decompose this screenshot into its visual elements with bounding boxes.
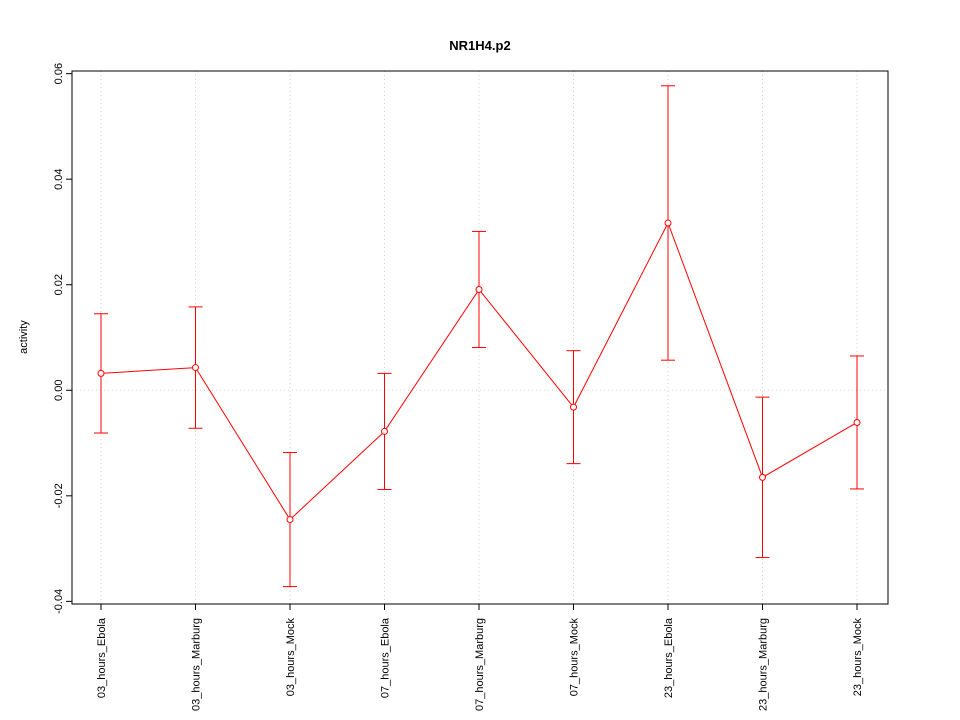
plot-frame bbox=[71, 70, 889, 605]
series-layer bbox=[94, 85, 864, 588]
data-point bbox=[286, 516, 294, 524]
x-tick-label: 07_hours_Marburg bbox=[474, 618, 486, 711]
chart-title: NR1H4.p2 bbox=[449, 38, 510, 53]
data-point bbox=[97, 369, 105, 377]
axes-layer: -0.04 -0.02 0.00 0.02 0.04 0.06 03_hours_Ebola… bbox=[53, 63, 889, 711]
x-tick-label: 07_hours_Ebola bbox=[380, 617, 392, 698]
data-point bbox=[381, 427, 388, 435]
y-axis-label: activity bbox=[18, 320, 30, 354]
y-tick-label: -0.04 bbox=[53, 589, 65, 614]
y-tick-label: 0.04 bbox=[53, 168, 65, 189]
x-tick-label: 23_hours_Mock bbox=[852, 618, 864, 697]
x-tick-label: 23_hours_Ebola bbox=[663, 617, 675, 698]
data-point bbox=[192, 364, 199, 372]
data-point bbox=[759, 473, 766, 481]
y-tick-label: 0.06 bbox=[53, 63, 65, 84]
x-tick-label: 23_hours_Marburg bbox=[758, 618, 770, 711]
x-tick-label: 03_hours_Ebola bbox=[96, 617, 108, 698]
x-tick-label: 07_hours_Mock bbox=[569, 618, 581, 697]
data-point bbox=[570, 403, 577, 411]
y-tick-label: -0.02 bbox=[53, 483, 65, 508]
y-tick-label: 0.02 bbox=[53, 274, 65, 295]
data-point bbox=[475, 285, 483, 293]
x-tick-label: 03_hours_Marburg bbox=[191, 618, 203, 711]
data-point bbox=[853, 418, 861, 426]
y-tick-label: 0.00 bbox=[53, 380, 65, 401]
x-tick-label: 03_hours_Mock bbox=[285, 618, 297, 697]
data-point bbox=[664, 219, 672, 227]
grid-layer bbox=[72, 71, 888, 604]
